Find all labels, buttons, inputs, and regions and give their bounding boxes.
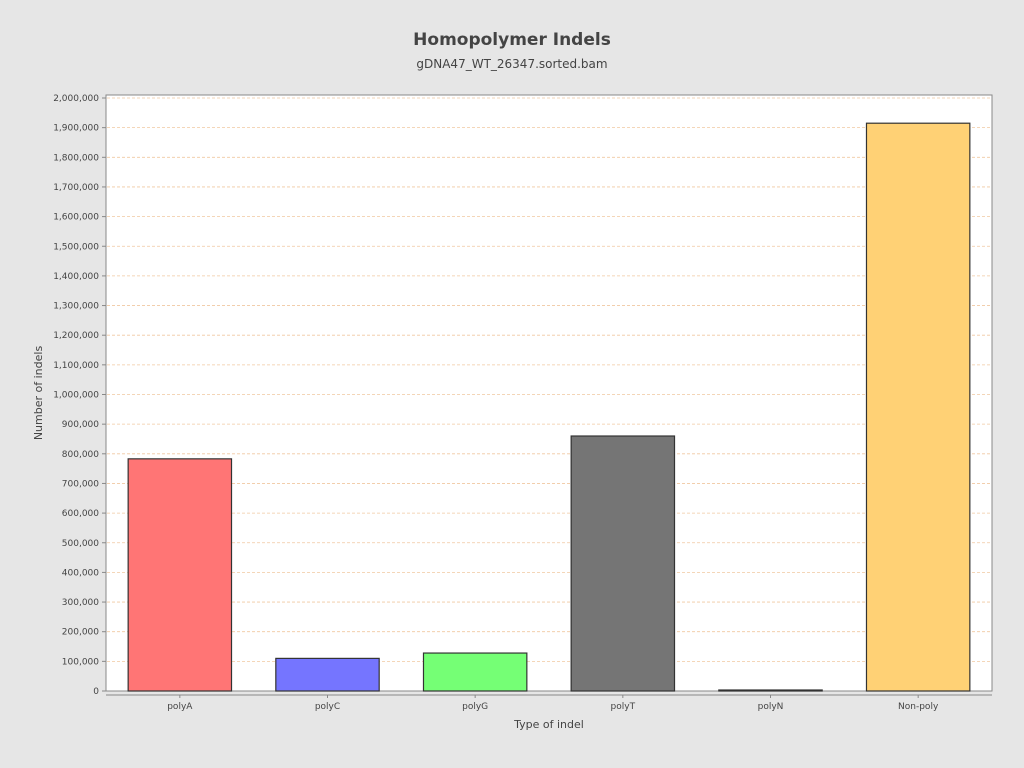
y-tick-label: 1,700,000 (53, 183, 99, 193)
y-tick-label: 1,000,000 (53, 391, 99, 401)
y-tick-label: 500,000 (62, 539, 99, 549)
y-tick-label: 600,000 (62, 509, 99, 519)
y-tick-label: 100,000 (62, 657, 99, 667)
y-axis-label: Number of indels (32, 346, 45, 441)
chart-subtitle: gDNA47_WT_26347.sorted.bam (416, 57, 608, 71)
bar-non-poly (865, 122, 971, 692)
y-tick-label: 1,600,000 (53, 213, 99, 223)
y-tick-label: 1,900,000 (53, 124, 99, 134)
y-tick-label: 1,300,000 (53, 302, 99, 312)
y-tick-label: 300,000 (62, 598, 99, 608)
bar-polyt (570, 435, 676, 692)
y-tick-label: 1,800,000 (53, 153, 99, 163)
x-axis-label: Type of indel (513, 718, 584, 731)
x-tick-label: Non-poly (898, 702, 939, 712)
x-tick-label: polyT (611, 702, 636, 712)
bars (127, 122, 971, 692)
y-tick-label: 200,000 (62, 628, 99, 638)
y-tick-label: 0 (93, 687, 99, 697)
bar-polyg (422, 652, 528, 692)
y-tick-label: 2,000,000 (53, 94, 99, 104)
chart-title: Homopolymer Indels (413, 30, 611, 50)
gridlines (107, 97, 991, 662)
y-tick-label: 1,400,000 (53, 272, 99, 282)
x-tick-label: polyN (758, 702, 784, 712)
axes: 0 100,000 200,000 300,000 400,000 500,000 600,… (53, 94, 992, 712)
bar-polyn (718, 689, 823, 692)
y-tick-label: 800,000 (62, 450, 99, 460)
y-tick-label: 700,000 (62, 479, 99, 489)
bar-polyc (275, 657, 380, 692)
x-tick-label: polyC (315, 702, 340, 712)
y-tick-label: 1,100,000 (53, 361, 99, 371)
y-tick-label: 1,200,000 (53, 331, 99, 341)
y-tick-label: 400,000 (62, 568, 99, 578)
bar-polya (127, 458, 233, 692)
x-tick-label: polyG (462, 702, 488, 712)
plot-area (105, 94, 993, 692)
y-tick-label: 1,500,000 (53, 242, 99, 252)
x-tick-label: polyA (167, 702, 193, 712)
y-tick-label: 900,000 (62, 420, 99, 430)
